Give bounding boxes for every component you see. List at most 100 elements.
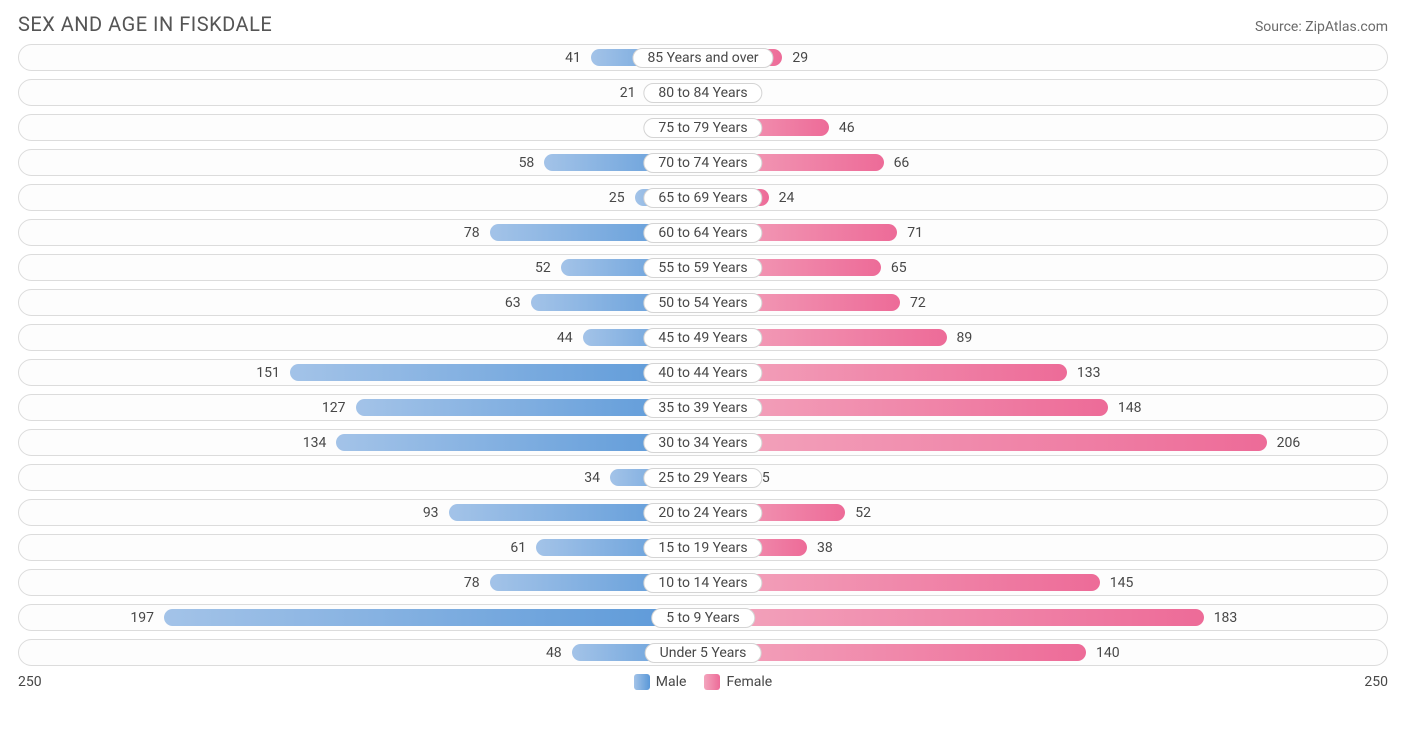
male-value: 134 xyxy=(293,435,337,451)
age-group-label: 5 to 9 Years xyxy=(651,608,755,628)
age-group-label: 60 to 64 Years xyxy=(643,223,762,243)
pyramid-row: 61 38 15 to 19 Years xyxy=(18,534,1388,561)
age-group-label: 30 to 34 Years xyxy=(643,433,762,453)
female-half: 133 xyxy=(703,360,1387,385)
male-half: 78 xyxy=(19,570,703,595)
legend-item-female: Female xyxy=(704,674,772,690)
male-half: 134 xyxy=(19,430,703,455)
population-pyramid-chart: 412985 Years and over21080 to 84 Years04… xyxy=(18,44,1388,666)
pyramid-row: 21 080 to 84 Years xyxy=(18,79,1388,106)
female-value: 29 xyxy=(782,50,818,66)
female-value: 145 xyxy=(1100,575,1144,591)
male-half: 44 xyxy=(19,325,703,350)
age-group-label: 45 to 49 Years xyxy=(643,328,762,348)
female-bar xyxy=(703,399,1108,416)
age-group-label: 15 to 19 Years xyxy=(643,538,762,558)
female-bar xyxy=(703,574,1100,591)
male-value: 34 xyxy=(574,470,610,486)
male-half: 127 xyxy=(19,395,703,420)
female-value: 183 xyxy=(1204,610,1248,626)
male-half: 78 xyxy=(19,220,703,245)
age-group-label: 75 to 79 Years xyxy=(643,118,762,138)
female-value: 46 xyxy=(829,120,865,136)
male-value: 48 xyxy=(536,645,572,661)
female-half: 15 xyxy=(703,465,1387,490)
female-value: 133 xyxy=(1067,365,1111,381)
male-half: 197 xyxy=(19,605,703,630)
male-half: 34 xyxy=(19,465,703,490)
male-half: 63 xyxy=(19,290,703,315)
legend-male-label: Male xyxy=(656,674,687,690)
legend-female-label: Female xyxy=(726,674,772,690)
female-half: 0 xyxy=(703,80,1387,105)
age-group-label: 50 to 54 Years xyxy=(643,293,762,313)
male-bar xyxy=(164,609,703,626)
female-value: 52 xyxy=(845,505,881,521)
male-half: 48 xyxy=(19,640,703,665)
male-value: 41 xyxy=(555,50,591,66)
male-half: 151 xyxy=(19,360,703,385)
male-value: 63 xyxy=(495,295,531,311)
age-group-label: 65 to 69 Years xyxy=(643,188,762,208)
male-value: 197 xyxy=(120,610,164,626)
pyramid-row: 78 71 60 to 64 Years xyxy=(18,219,1388,246)
pyramid-row: 412985 Years and over xyxy=(18,44,1388,71)
age-group-label: 55 to 59 Years xyxy=(643,258,762,278)
pyramid-row: 526555 to 59 Years xyxy=(18,254,1388,281)
female-value: 66 xyxy=(884,155,920,171)
age-group-label: 20 to 24 Years xyxy=(643,503,762,523)
male-value: 44 xyxy=(547,330,583,346)
male-bar xyxy=(290,364,703,381)
female-value: 24 xyxy=(769,190,805,206)
male-half: 61 xyxy=(19,535,703,560)
female-value: 140 xyxy=(1086,645,1130,661)
female-value: 206 xyxy=(1267,435,1311,451)
age-group-label: 25 to 29 Years xyxy=(643,468,762,488)
female-half: 89 xyxy=(703,325,1387,350)
female-half: 65 xyxy=(703,255,1387,280)
pyramid-row: 197 183 5 to 9 Years xyxy=(18,604,1388,631)
axis-max-left: 250 xyxy=(18,674,42,690)
male-half: 41 xyxy=(19,45,703,70)
age-group-label: 35 to 39 Years xyxy=(643,398,762,418)
pyramid-row: 12714835 to 39 Years xyxy=(18,394,1388,421)
male-value: 78 xyxy=(454,575,490,591)
pyramid-row: 134 206 30 to 34 Years xyxy=(18,429,1388,456)
male-value: 58 xyxy=(509,155,545,171)
pyramid-row: 93 52 20 to 24 Years xyxy=(18,499,1388,526)
age-group-label: 80 to 84 Years xyxy=(643,83,762,103)
age-group-label: 70 to 74 Years xyxy=(643,153,762,173)
age-group-label: Under 5 Years xyxy=(645,643,762,663)
pyramid-row: 44 8945 to 49 Years xyxy=(18,324,1388,351)
pyramid-row: 25 24 65 to 69 Years xyxy=(18,184,1388,211)
male-value: 21 xyxy=(610,85,646,101)
male-value: 25 xyxy=(599,190,635,206)
female-value: 38 xyxy=(807,540,843,556)
legend: Male Female xyxy=(634,674,772,690)
female-half: 29 xyxy=(703,45,1387,70)
female-half: 24 xyxy=(703,185,1387,210)
female-value: 71 xyxy=(897,225,933,241)
female-value: 72 xyxy=(900,295,936,311)
female-half: 206 xyxy=(703,430,1387,455)
female-half: 183 xyxy=(703,605,1387,630)
male-swatch-icon xyxy=(634,674,650,690)
pyramid-row: 0 46 75 to 79 Years xyxy=(18,114,1388,141)
female-half: 52 xyxy=(703,500,1387,525)
female-swatch-icon xyxy=(704,674,720,690)
male-half: 52 xyxy=(19,255,703,280)
male-value: 93 xyxy=(413,505,449,521)
chart-source: Source: ZipAtlas.com xyxy=(1255,19,1388,35)
female-half: 145 xyxy=(703,570,1387,595)
female-half: 72 xyxy=(703,290,1387,315)
female-half: 46 xyxy=(703,115,1387,140)
female-bar xyxy=(703,609,1204,626)
male-half: 21 xyxy=(19,80,703,105)
male-half: 93 xyxy=(19,500,703,525)
pyramid-row: 63 72 50 to 54 Years xyxy=(18,289,1388,316)
age-group-label: 40 to 44 Years xyxy=(643,363,762,383)
male-value: 61 xyxy=(500,540,536,556)
pyramid-row: 48 140 Under 5 Years xyxy=(18,639,1388,666)
male-half: 0 xyxy=(19,115,703,140)
male-value: 78 xyxy=(454,225,490,241)
